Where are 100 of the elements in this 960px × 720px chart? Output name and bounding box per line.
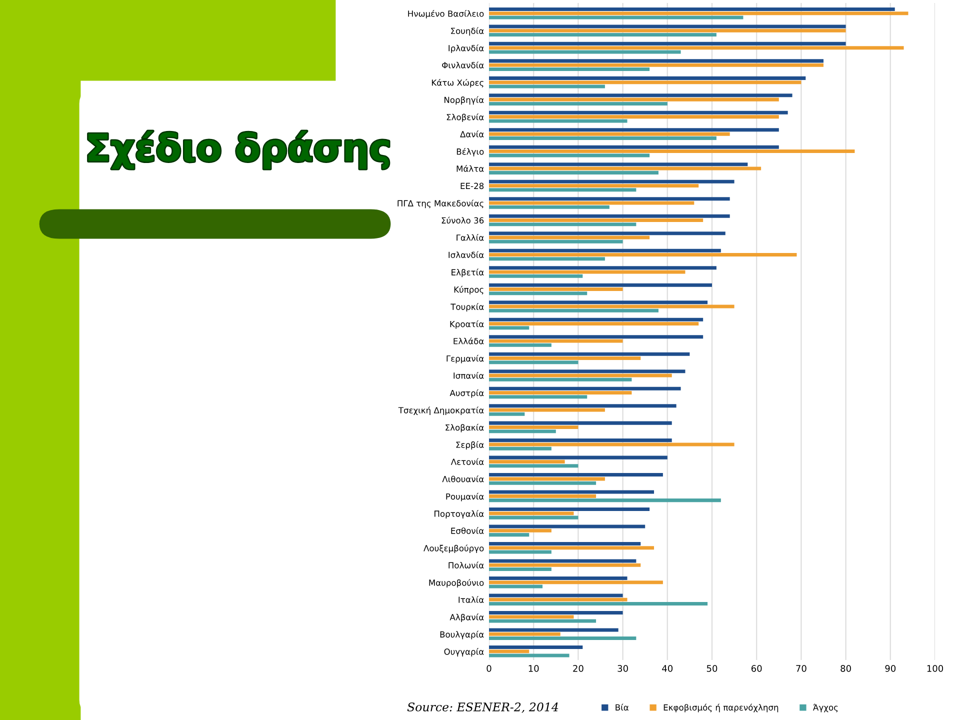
y-tick-label: Κύπρος <box>454 286 484 294</box>
bar <box>489 42 846 46</box>
bar <box>489 438 672 442</box>
x-tick-label: 50 <box>706 665 718 672</box>
bar <box>489 102 668 106</box>
y-tick-label: Ιταλία <box>458 596 484 603</box>
x-tick-label: 40 <box>662 665 673 672</box>
y-tick-label: Αυστρία <box>450 389 484 398</box>
bar <box>489 162 748 166</box>
bar <box>489 546 654 550</box>
y-tick-label: Ρουμανία <box>446 492 484 502</box>
bar <box>489 248 721 252</box>
x-tick-label: 20 <box>573 665 584 672</box>
bar <box>489 508 650 512</box>
bar <box>489 76 806 80</box>
bar <box>489 115 779 119</box>
y-tick-label: Γερμανία <box>446 354 484 364</box>
bar <box>489 197 730 201</box>
bar <box>489 550 552 554</box>
bar <box>489 580 663 584</box>
y-tick-label: Ιρλανδία <box>448 44 484 53</box>
y-tick-label: Τσεχική Δημοκρατία <box>398 406 484 416</box>
legend-label: Άγχος <box>813 704 838 712</box>
bar <box>489 304 734 308</box>
y-tick-label: Ελβετία <box>452 268 484 278</box>
y-tick-label: Ισπανία <box>454 372 484 379</box>
bar <box>489 477 605 481</box>
bar <box>489 205 610 209</box>
bar <box>489 308 658 312</box>
y-tick-label: ΠΓΔ της Μακεδονίας <box>398 200 484 208</box>
bar <box>489 343 552 347</box>
bar <box>489 119 628 123</box>
bar <box>489 110 788 114</box>
bar <box>489 636 636 640</box>
bar <box>489 236 650 240</box>
y-tick-label: Πολωνία <box>448 562 484 568</box>
bar <box>489 408 605 412</box>
y-tick-label: Κάτω Χώρες <box>432 78 484 88</box>
bar <box>489 170 658 174</box>
y-tick-label: Σερβία <box>456 441 484 450</box>
y-tick-label: Λουξεμβούργο <box>424 544 484 553</box>
bar <box>489 490 654 494</box>
bar <box>489 528 552 532</box>
bar <box>489 287 623 292</box>
x-tick-label: 100 <box>927 665 944 672</box>
y-tick-label: Φινλανδία <box>442 62 484 68</box>
y-tick-label: Σύνολο 36 <box>442 216 484 224</box>
bar <box>489 412 525 416</box>
bar <box>489 563 641 567</box>
bar <box>489 12 908 16</box>
bar <box>489 339 623 343</box>
bar <box>489 180 734 184</box>
bar <box>489 59 824 63</box>
bar <box>489 222 636 226</box>
bar <box>489 50 681 54</box>
y-tick-label: ΕΕ-28 <box>460 182 484 190</box>
y-tick-label: Σουηδία <box>451 27 484 36</box>
y-tick-label: Νορβηγία <box>444 96 484 105</box>
y-tick-label: Μαυροβούνιο <box>429 579 484 588</box>
bar <box>489 568 552 572</box>
text: Σχέδιο δράσης <box>88 131 389 169</box>
bar <box>489 80 802 84</box>
y-tick-label: Μάλτα <box>456 165 484 172</box>
bar <box>489 214 730 218</box>
bar <box>489 576 628 580</box>
bar <box>489 128 779 132</box>
bar <box>489 352 690 356</box>
bar <box>489 326 530 330</box>
bar <box>489 619 596 623</box>
bar <box>489 404 676 408</box>
bar <box>489 16 744 20</box>
bar <box>489 84 605 88</box>
bar <box>489 145 779 149</box>
y-tick-label: Γαλλία <box>456 234 484 241</box>
bar <box>489 63 824 67</box>
bar <box>489 274 583 278</box>
bar <box>489 150 855 154</box>
bar <box>489 166 762 170</box>
bar <box>489 184 699 188</box>
bar <box>489 28 846 32</box>
x-tick-label: 30 <box>618 665 628 672</box>
source-note: Source: ESENER-2, 2014 <box>407 702 558 713</box>
bar <box>489 292 588 296</box>
bar <box>489 370 686 374</box>
bar <box>489 253 797 257</box>
bar <box>489 533 530 537</box>
bar <box>489 645 583 649</box>
x-tick-label: 0 <box>486 665 492 672</box>
bar <box>489 542 641 546</box>
bar <box>489 524 646 528</box>
y-tick-label: Δανία <box>460 130 484 138</box>
bar <box>489 512 574 516</box>
bar <box>489 94 792 98</box>
bar <box>489 283 712 287</box>
legend-label: Βία <box>616 704 629 711</box>
bar <box>489 650 530 654</box>
y-tick-label: Εσθονία <box>451 527 484 534</box>
bar <box>489 421 672 425</box>
bar <box>489 188 636 192</box>
legend-label: Εκφοβισμός ή παρενόχληση <box>664 704 778 712</box>
